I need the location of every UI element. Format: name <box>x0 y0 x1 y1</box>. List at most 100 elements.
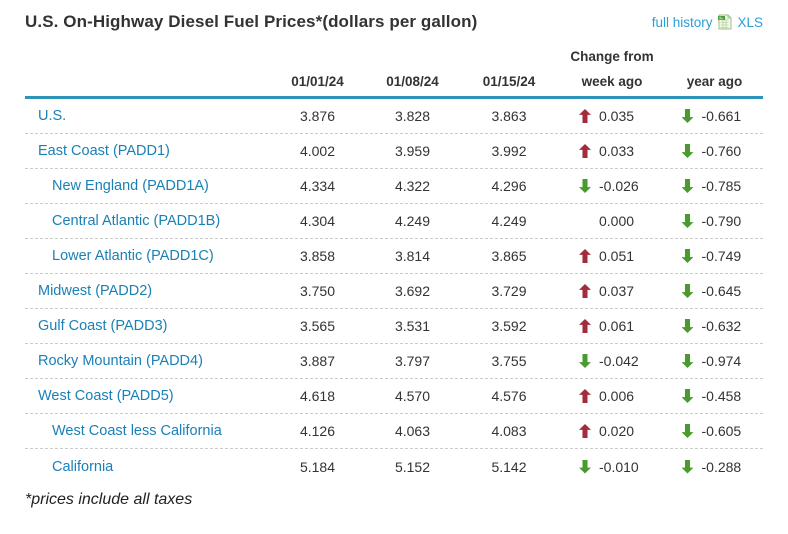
change-value: -0.632 <box>701 318 742 334</box>
change-year-ago-cell: -0.458 <box>666 388 763 404</box>
change-value: 0.035 <box>599 108 635 124</box>
change-year-ago-cell: -0.785 <box>666 178 763 194</box>
xls-download-link[interactable]: XLS <box>737 14 763 30</box>
price-cell: 3.750 <box>299 283 336 299</box>
change-value: -0.790 <box>701 213 742 229</box>
change-value: 0.020 <box>599 423 635 439</box>
price-cell: 4.083 <box>491 423 527 439</box>
change-year-ago-cell: -0.790 <box>666 213 763 229</box>
change-week-ago-cell: -0.010 <box>558 459 666 475</box>
price-cell: 3.565 <box>299 318 336 334</box>
price-cell: 4.296 <box>491 178 527 194</box>
change-year-ago-cell: -0.605 <box>666 423 763 439</box>
xls-spreadsheet-icon[interactable] <box>717 14 733 30</box>
up-arrow-icon <box>579 109 591 123</box>
region-link[interactable]: California <box>52 458 114 475</box>
price-cell: 4.002 <box>299 143 336 159</box>
change-year-ago-cell: -0.661 <box>666 108 763 124</box>
price-cell: 3.858 <box>299 248 336 264</box>
price-cell: 4.576 <box>491 388 527 404</box>
up-arrow-icon <box>579 389 591 403</box>
footnote-taxes: *prices include all taxes <box>25 491 193 508</box>
change-value: -0.645 <box>701 283 742 299</box>
table-row: Central Atlantic (PADD1B) 4.304 4.249 4.… <box>25 204 763 239</box>
page-title: U.S. On-Highway Diesel Fuel Prices*(doll… <box>25 12 478 31</box>
region-link[interactable]: Rocky Mountain (PADD4) <box>38 353 203 369</box>
down-arrow-icon <box>579 459 591 474</box>
down-arrow-icon <box>681 109 694 123</box>
change-week-ago-cell: 0.051 <box>558 248 666 264</box>
price-cell: 4.249 <box>394 213 431 229</box>
change-value: -0.288 <box>701 458 742 475</box>
down-arrow-icon <box>681 319 694 333</box>
down-arrow-icon <box>579 179 591 193</box>
table-row: West Coast less California 4.126 4.063 4… <box>25 414 763 449</box>
change-week-ago-cell: 0.006 <box>558 388 666 404</box>
region-link[interactable]: Gulf Coast (PADD3) <box>38 318 168 334</box>
down-arrow-icon <box>681 179 694 193</box>
region-link[interactable]: East Coast (PADD1) <box>38 143 170 159</box>
region-link[interactable]: Midwest (PADD2) <box>38 283 153 299</box>
down-arrow-icon <box>681 459 694 474</box>
price-cell: 3.959 <box>394 143 431 159</box>
price-cell: 4.570 <box>394 388 431 404</box>
region-link[interactable]: Central Atlantic (PADD1B) <box>52 213 221 229</box>
region-link[interactable]: U.S. <box>38 108 67 124</box>
price-cell: 3.797 <box>394 353 431 369</box>
diesel-prices-widget: U.S. On-Highway Diesel Fuel Prices*(doll… <box>25 12 763 508</box>
change-year-ago-cell: -0.974 <box>666 353 763 369</box>
change-year-ago-cell: -0.288 <box>666 459 763 475</box>
region-link[interactable]: West Coast (PADD5) <box>38 388 174 404</box>
column-header-year-ago: year ago <box>686 74 743 89</box>
change-week-ago-cell: 0.037 <box>558 283 666 299</box>
change-value: -0.026 <box>599 178 639 194</box>
price-cell: 4.618 <box>299 388 336 404</box>
table-row: California 5.184 5.152 5.142 -0.010 -0.2… <box>25 449 763 484</box>
price-cell: 4.063 <box>394 423 431 439</box>
price-cell: 5.142 <box>491 458 527 475</box>
change-year-ago-cell: -0.632 <box>666 318 763 334</box>
change-value: -0.760 <box>701 143 742 159</box>
down-arrow-icon <box>681 144 694 158</box>
table-row: Gulf Coast (PADD3) 3.565 3.531 3.592 0.0… <box>25 309 763 344</box>
up-arrow-icon <box>579 144 591 158</box>
region-link[interactable]: West Coast less California <box>52 423 222 439</box>
change-value: -0.010 <box>599 458 639 475</box>
price-cell: 3.814 <box>394 248 431 264</box>
column-header-date-2: 01/08/24 <box>386 74 439 89</box>
price-cell: 3.876 <box>299 108 336 124</box>
column-header-date-1: 01/01/24 <box>291 74 344 89</box>
change-year-ago-cell: -0.645 <box>666 283 763 299</box>
down-arrow-icon <box>681 284 694 298</box>
full-history-link[interactable]: full history <box>651 14 713 30</box>
change-from-header: Change from <box>570 48 654 64</box>
change-value: -0.605 <box>701 423 742 439</box>
price-cell: 3.828 <box>394 108 431 124</box>
change-value: -0.749 <box>701 248 742 264</box>
change-value: -0.458 <box>701 388 742 404</box>
change-value: 0.006 <box>599 388 635 404</box>
change-value: -0.974 <box>701 353 742 369</box>
change-value: 0.033 <box>599 143 635 159</box>
change-value: 0.051 <box>599 248 635 264</box>
price-cell: 5.184 <box>299 458 336 475</box>
change-week-ago-cell: 0.000 <box>558 213 666 229</box>
region-link[interactable]: Lower Atlantic (PADD1C) <box>52 248 214 264</box>
price-cell: 3.992 <box>491 143 527 159</box>
price-cell: 3.755 <box>491 353 527 369</box>
region-link[interactable]: New England (PADD1A) <box>52 178 209 194</box>
up-arrow-icon <box>579 319 591 333</box>
change-week-ago-cell: -0.042 <box>558 353 666 369</box>
down-arrow-icon <box>681 249 694 263</box>
column-header-date-3: 01/15/24 <box>482 74 536 89</box>
no-change-placeholder <box>579 214 591 228</box>
change-week-ago-cell: 0.061 <box>558 318 666 334</box>
change-week-ago-cell: -0.026 <box>558 178 666 194</box>
header-columns-row: 01/01/24 01/08/24 01/15/24 week ago year… <box>25 67 763 99</box>
price-cell: 4.334 <box>299 178 336 194</box>
price-cell: 4.304 <box>299 213 336 229</box>
change-week-ago-cell: 0.020 <box>558 423 666 439</box>
table-row: East Coast (PADD1) 4.002 3.959 3.992 0.0… <box>25 134 763 169</box>
column-header-week-ago: week ago <box>581 74 643 89</box>
price-cell: 3.592 <box>491 318 527 334</box>
